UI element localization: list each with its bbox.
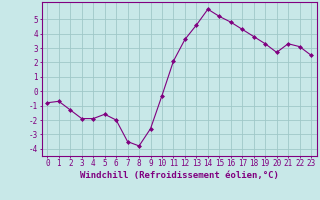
X-axis label: Windchill (Refroidissement éolien,°C): Windchill (Refroidissement éolien,°C) (80, 171, 279, 180)
